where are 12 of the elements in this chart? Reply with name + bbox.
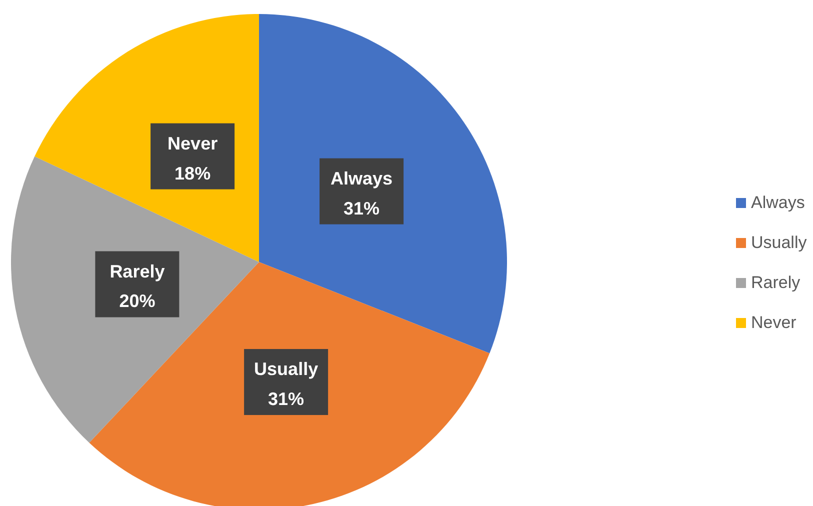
legend-label: Rarely (751, 273, 801, 292)
slice-label: Never (168, 133, 218, 154)
legend-label: Always (751, 193, 805, 212)
legend-label: Never (751, 313, 797, 332)
slice-label: Usually (254, 359, 318, 380)
data-label: 20% (119, 291, 156, 312)
data-label: 18% (174, 163, 211, 184)
legend-label: Usually (751, 233, 808, 252)
data-label: 31% (344, 198, 380, 218)
slice-label: Rarely (110, 261, 165, 282)
slice-label: Always (330, 168, 393, 188)
data-label: 31% (268, 389, 304, 410)
